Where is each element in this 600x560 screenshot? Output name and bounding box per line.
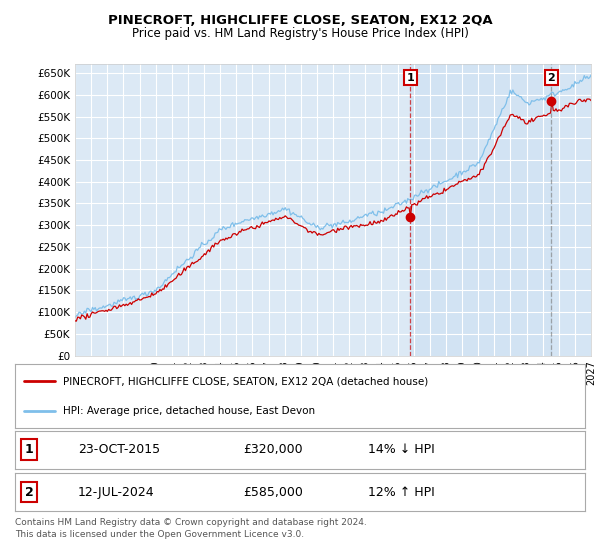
Text: 2: 2 [548, 72, 556, 82]
Text: HPI: Average price, detached house, East Devon: HPI: Average price, detached house, East… [64, 406, 316, 416]
Bar [410, 64, 551, 356]
Text: Price paid vs. HM Land Registry's House Price Index (HPI): Price paid vs. HM Land Registry's House … [131, 27, 469, 40]
Text: Contains HM Land Registry data © Crown copyright and database right 2024.
This d: Contains HM Land Registry data © Crown c… [15, 518, 367, 539]
Text: 1: 1 [407, 72, 414, 82]
Text: 2: 2 [25, 486, 34, 499]
Text: PINECROFT, HIGHCLIFFE CLOSE, SEATON, EX12 2QA: PINECROFT, HIGHCLIFFE CLOSE, SEATON, EX1… [107, 14, 493, 27]
Text: 1: 1 [25, 443, 34, 456]
Text: £585,000: £585,000 [243, 486, 303, 499]
Bar [551, 64, 591, 356]
Text: £320,000: £320,000 [243, 443, 302, 456]
Text: 23-OCT-2015: 23-OCT-2015 [78, 443, 160, 456]
Text: 14% ↓ HPI: 14% ↓ HPI [368, 443, 435, 456]
Text: 12% ↑ HPI: 12% ↑ HPI [368, 486, 435, 499]
Text: PINECROFT, HIGHCLIFFE CLOSE, SEATON, EX12 2QA (detached house): PINECROFT, HIGHCLIFFE CLOSE, SEATON, EX1… [64, 376, 428, 386]
Text: 12-JUL-2024: 12-JUL-2024 [78, 486, 154, 499]
